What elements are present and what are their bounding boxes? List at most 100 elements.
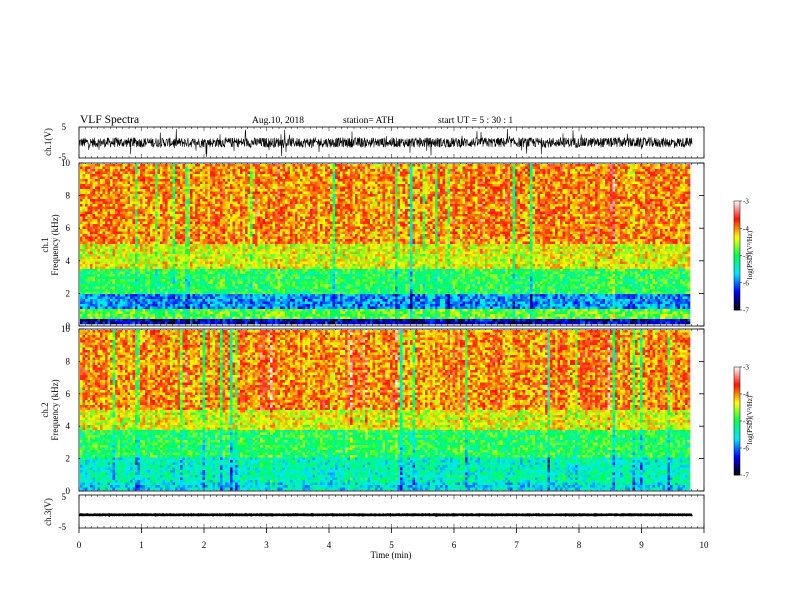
spectrogram-cell <box>355 179 358 182</box>
spectrogram-cell <box>293 164 296 167</box>
spectrogram-cell <box>655 164 658 167</box>
spectrogram-cell <box>570 199 573 202</box>
spectrogram-cell <box>480 167 483 170</box>
spectrogram-cell <box>300 177 303 180</box>
spectrogram-cell <box>595 167 598 170</box>
spectrogram-cell <box>153 179 156 182</box>
spectrogram-cell <box>530 167 533 170</box>
spectrogram-cell <box>115 187 118 190</box>
spectrogram-cell <box>140 164 143 167</box>
spectrogram-cell <box>303 187 306 190</box>
spectrogram-cell <box>468 202 471 205</box>
spectrogram-cell <box>610 187 613 190</box>
spectrogram-cell <box>618 164 621 167</box>
spectrogram-cell <box>470 202 473 205</box>
spectrogram-cell <box>520 169 523 172</box>
spectrogram-cell <box>625 192 628 195</box>
spectrogram-cell <box>140 169 143 172</box>
spectrogram-cell <box>540 197 543 200</box>
spectrogram-cell <box>105 167 108 170</box>
spectrogram-cell <box>448 172 451 175</box>
spectrogram-cell <box>145 182 148 185</box>
spectrogram-cell <box>315 174 318 177</box>
spectrogram-cell <box>143 172 146 175</box>
spectrogram-cell <box>90 197 93 200</box>
spectrogram-cell <box>185 192 188 195</box>
spectrogram-cell <box>645 169 648 172</box>
spectrogram-cell <box>350 177 353 180</box>
spectrogram-cell <box>258 197 261 200</box>
spectrogram-cell <box>195 172 198 175</box>
spectrogram-cell <box>83 169 86 172</box>
spectrogram-cell <box>573 192 576 195</box>
spectrogram-cell <box>630 184 633 187</box>
spectrogram-cell <box>375 172 378 175</box>
spectrogram-cell <box>335 184 338 187</box>
spectrogram-cell <box>233 164 236 167</box>
spectrogram-cell <box>173 174 176 177</box>
spectrogram-cell <box>355 182 358 185</box>
spectrogram-cell <box>203 189 206 192</box>
spectrogram-cell <box>630 197 633 200</box>
spectrogram-cell <box>573 187 576 190</box>
spectrogram-cell <box>658 179 661 182</box>
spectrogram-cell <box>593 172 596 175</box>
spectrogram-cell <box>98 167 101 170</box>
spectrogram-cell <box>258 164 261 167</box>
spectrogram-cell <box>285 197 288 200</box>
spectrogram-cell <box>263 189 266 192</box>
spectrogram-cell <box>165 199 168 202</box>
spectrogram-cell <box>655 192 658 195</box>
spectrogram-cell <box>523 164 526 167</box>
spectrogram-cell <box>450 172 453 175</box>
spectrogram-cell <box>123 204 126 207</box>
spectrogram-cell <box>665 194 668 197</box>
spectrogram-cell <box>168 194 171 197</box>
spectrogram-cell <box>620 179 623 182</box>
spectrogram-cell <box>390 184 393 187</box>
spectrogram-cell <box>648 169 651 172</box>
spectrogram-cell <box>618 182 621 185</box>
spectrogram-cell <box>465 164 468 167</box>
spectrogram-cell <box>265 164 268 167</box>
spectrogram-cell <box>310 184 313 187</box>
spectrogram-cell <box>555 172 558 175</box>
spectrogram-cell <box>448 182 451 185</box>
spectrogram-cell <box>605 197 608 200</box>
spectrogram-cell <box>633 184 636 187</box>
spectrogram-cell <box>663 179 666 182</box>
spectrogram-cell <box>108 189 111 192</box>
spectrogram-cell <box>100 174 103 177</box>
spectrogram-cell <box>220 174 223 177</box>
spectrogram-cell <box>280 184 283 187</box>
spectrogram-cell <box>473 172 476 175</box>
spectrogram-cell <box>483 172 486 175</box>
spectrogram-cell <box>678 202 681 205</box>
spectrogram-cell <box>453 202 456 205</box>
spectrogram-cell <box>318 179 321 182</box>
spectrogram-cell <box>348 199 351 202</box>
spectrogram-cell <box>103 182 106 185</box>
spectrogram-cell <box>478 199 481 202</box>
spectrogram-cell <box>203 194 206 197</box>
spectrogram-cell <box>155 197 158 200</box>
spectrogram-cell <box>373 174 376 177</box>
spectrogram-cell <box>655 174 658 177</box>
spectrogram-cell <box>395 202 398 205</box>
spectrogram-cell <box>213 194 216 197</box>
spectrogram-cell <box>435 197 438 200</box>
spectrogram-cell <box>290 169 293 172</box>
spectrogram-cell <box>638 174 641 177</box>
spectrogram-cell <box>265 189 268 192</box>
spectrogram-cell <box>140 197 143 200</box>
spectrogram-cell <box>298 192 301 195</box>
spectrogram-cell <box>120 199 123 202</box>
spectrogram-cell <box>625 197 628 200</box>
spectrogram-cell <box>380 172 383 175</box>
spectrogram-cell <box>653 179 656 182</box>
spectrogram-cell <box>333 164 336 167</box>
spectrogram-cell <box>350 179 353 182</box>
spectrogram-cell <box>273 197 276 200</box>
spectrogram-cell <box>393 167 396 170</box>
spectrogram-cell <box>588 179 591 182</box>
